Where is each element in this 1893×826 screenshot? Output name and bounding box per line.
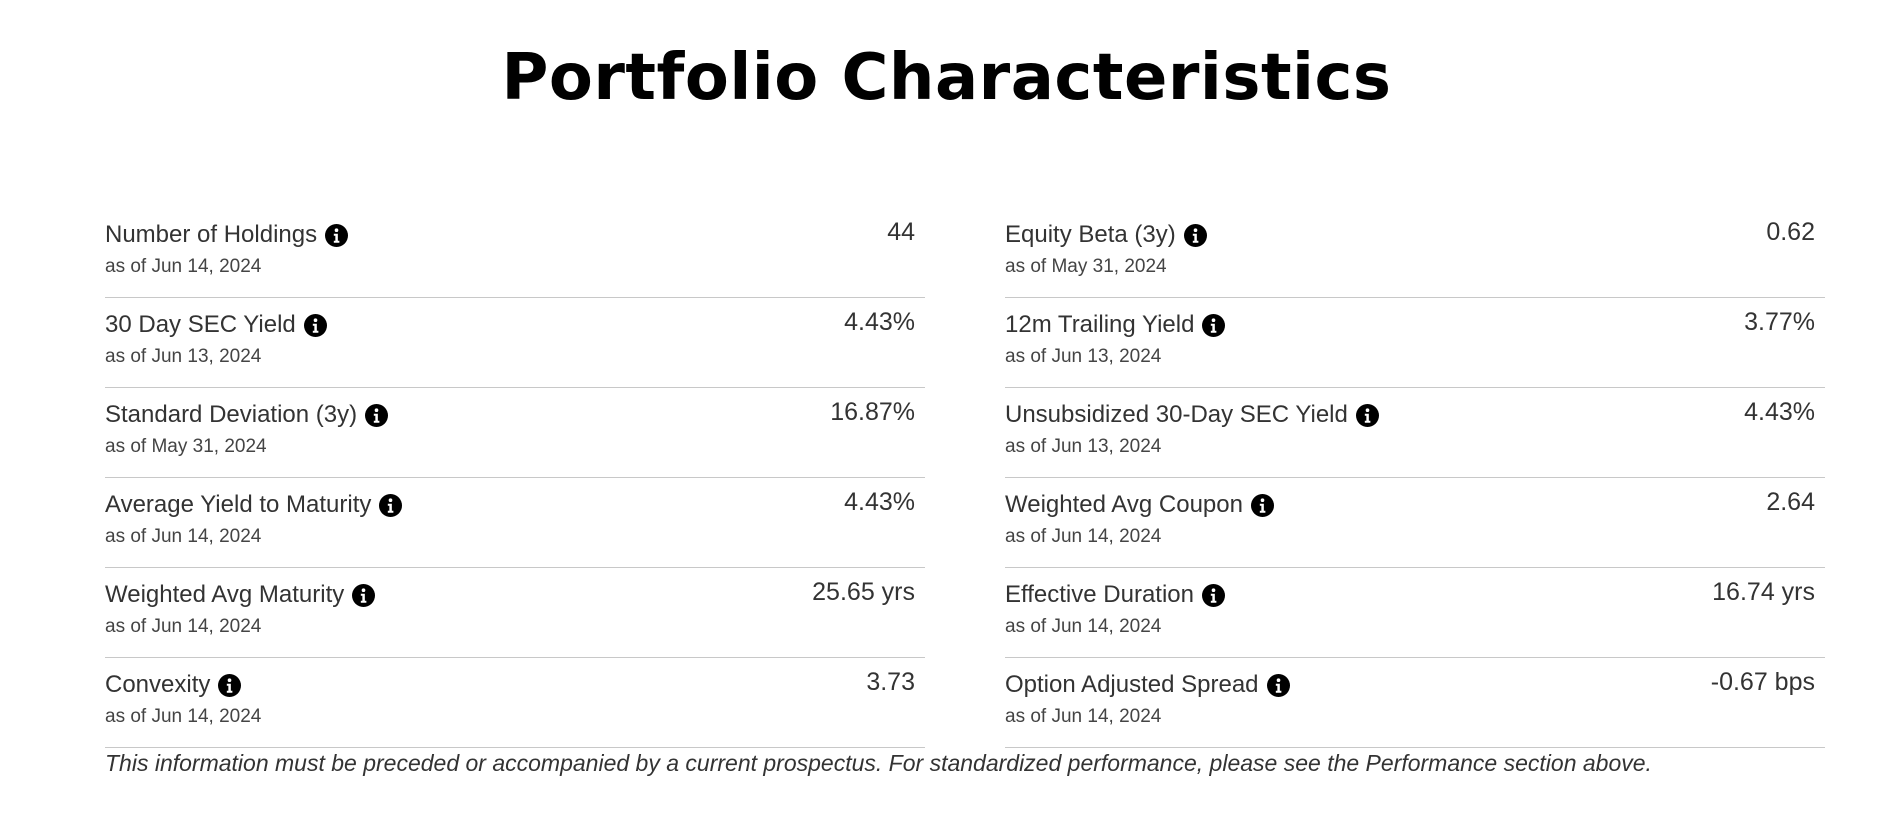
characteristic-row-unsubsidized-30-day-sec-yield: Unsubsidized 30-Day SEC Yield as of Jun … <box>1005 388 1825 478</box>
as-of-date: as of Jun 14, 2024 <box>105 706 262 727</box>
info-icon[interactable] <box>303 313 327 337</box>
characteristic-row-convexity: Convexity as of Jun 14, 2024 3.73 <box>105 658 925 748</box>
characteristic-value: 4.43% <box>844 308 915 336</box>
characteristic-value: 25.65 yrs <box>812 578 915 606</box>
characteristic-label: Option Adjusted Spread <box>1005 671 1259 698</box>
as-of-date: as of May 31, 2024 <box>1005 256 1167 277</box>
characteristic-label: Effective Duration <box>1005 581 1194 608</box>
as-of-date: as of Jun 14, 2024 <box>1005 616 1162 637</box>
as-of-date: as of Jun 13, 2024 <box>105 346 262 367</box>
info-icon[interactable] <box>325 223 349 247</box>
characteristic-row-standard-deviation: Standard Deviation (3y) as of May 31, 20… <box>105 388 925 478</box>
characteristic-label: 30 Day SEC Yield <box>105 311 296 338</box>
characteristic-label: Standard Deviation (3y) <box>105 401 358 428</box>
characteristic-label: 12m Trailing Yield <box>1005 311 1195 338</box>
characteristic-value: 3.77% <box>1744 308 1815 336</box>
as-of-date: as of Jun 14, 2024 <box>105 616 262 637</box>
characteristic-value: 44 <box>887 218 915 246</box>
as-of-date: as of Jun 14, 2024 <box>105 256 262 277</box>
info-icon[interactable] <box>379 493 403 517</box>
characteristic-row-option-adjusted-spread: Option Adjusted Spread as of Jun 14, 202… <box>1005 658 1825 748</box>
page-title: Portfolio Characteristics <box>501 41 1392 115</box>
characteristic-value: 16.74 yrs <box>1712 578 1815 606</box>
characteristic-label: Unsubsidized 30-Day SEC Yield <box>1005 401 1348 428</box>
as-of-date: as of May 31, 2024 <box>105 436 267 457</box>
characteristic-row-average-yield-to-maturity: Average Yield to Maturity as of Jun 14, … <box>105 478 925 568</box>
characteristic-label: Number of Holdings <box>105 221 318 248</box>
characteristic-label: Convexity <box>105 671 211 698</box>
characteristic-value: 2.64 <box>1766 488 1815 516</box>
info-icon[interactable] <box>1250 493 1274 517</box>
characteristic-row-weighted-avg-coupon: Weighted Avg Coupon as of Jun 14, 2024 2… <box>1005 478 1825 568</box>
characteristics-left-column: Number of Holdings as of Jun 14, 2024 44… <box>105 208 925 748</box>
info-icon[interactable] <box>1183 223 1207 247</box>
characteristics-right-column: Equity Beta (3y) as of May 31, 2024 0.62… <box>1005 208 1825 748</box>
info-icon[interactable] <box>1355 403 1379 427</box>
info-icon[interactable] <box>1202 583 1225 607</box>
prospectus-disclaimer: This information must be preceded or acc… <box>105 750 1652 776</box>
info-icon[interactable] <box>1202 313 1226 337</box>
as-of-date: as of Jun 14, 2024 <box>105 526 262 547</box>
characteristic-row-weighted-avg-maturity: Weighted Avg Maturity as of Jun 14, 2024… <box>105 568 925 658</box>
characteristic-value: 0.62 <box>1766 218 1815 246</box>
as-of-date: as of Jun 14, 2024 <box>1005 526 1162 547</box>
characteristic-label: Weighted Avg Maturity <box>105 581 345 608</box>
characteristic-label: Weighted Avg Coupon <box>1005 491 1243 518</box>
characteristic-row-effective-duration: Effective Duration as of Jun 14, 2024 16… <box>1005 568 1825 658</box>
characteristic-row-12m-trailing-yield: 12m Trailing Yield as of Jun 13, 2024 3.… <box>1005 298 1825 388</box>
info-icon[interactable] <box>1266 673 1290 697</box>
characteristic-row-equity-beta: Equity Beta (3y) as of May 31, 2024 0.62 <box>1005 208 1825 298</box>
characteristic-value: 3.73 <box>866 668 915 696</box>
characteristic-value: 4.43% <box>844 488 915 516</box>
characteristic-row-number-of-holdings: Number of Holdings as of Jun 14, 2024 44 <box>105 208 925 298</box>
info-icon[interactable] <box>365 403 389 427</box>
characteristic-value: 16.87% <box>830 398 915 426</box>
as-of-date: as of Jun 13, 2024 <box>1005 346 1162 367</box>
characteristic-value: -0.67 bps <box>1710 668 1815 696</box>
info-icon[interactable] <box>352 583 376 607</box>
as-of-date: as of Jun 13, 2024 <box>1005 436 1162 457</box>
characteristic-label: Equity Beta (3y) <box>1005 221 1176 248</box>
characteristic-row-30-day-sec-yield: 30 Day SEC Yield as of Jun 13, 2024 4.43… <box>105 298 925 388</box>
info-icon[interactable] <box>218 673 242 697</box>
as-of-date: as of Jun 14, 2024 <box>1005 706 1162 727</box>
characteristic-label: Average Yield to Maturity <box>105 491 372 518</box>
characteristic-value: 4.43% <box>1744 398 1815 426</box>
